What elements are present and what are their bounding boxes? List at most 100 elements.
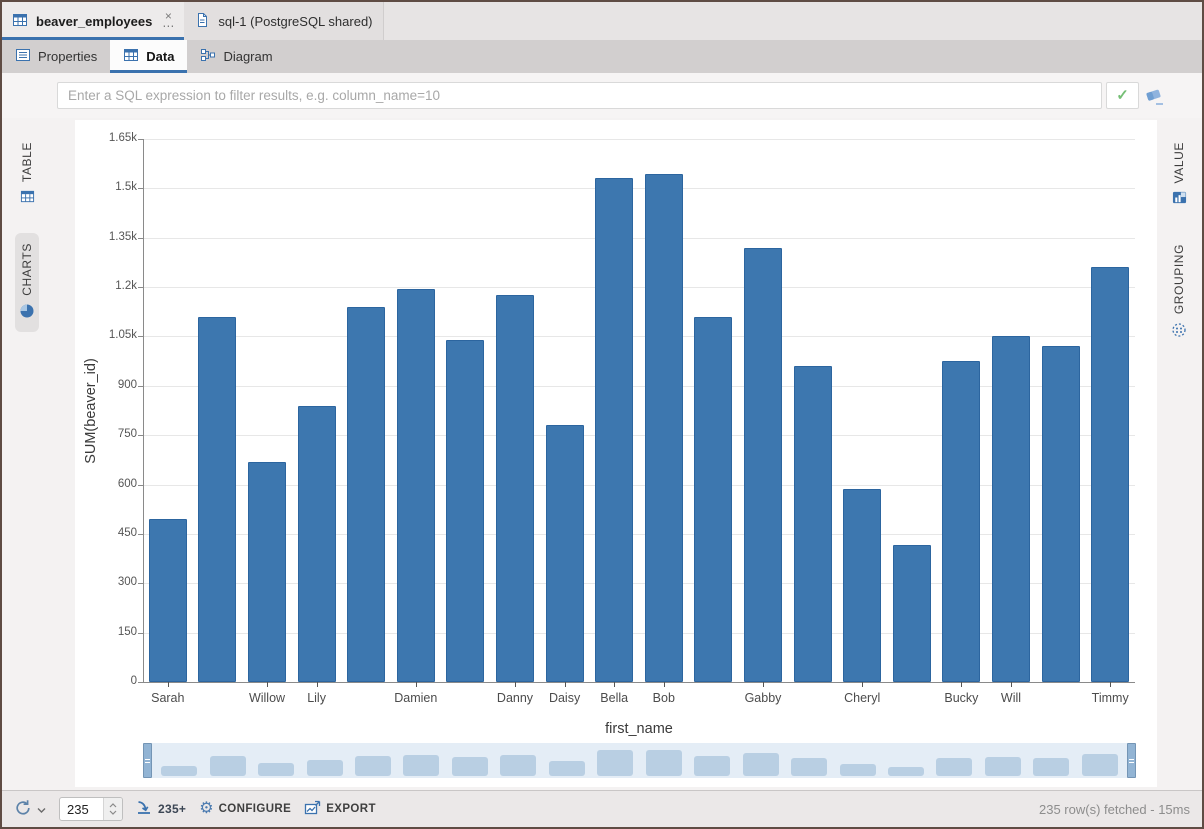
properties-icon bbox=[15, 47, 31, 66]
bar-col-7 bbox=[446, 339, 485, 682]
bar-Gabby bbox=[744, 247, 782, 682]
bar-col-14 bbox=[793, 366, 832, 682]
range-navigator-bar bbox=[984, 757, 1021, 776]
data-grid-icon bbox=[123, 47, 139, 66]
table-grid-icon bbox=[20, 189, 35, 207]
export-icon bbox=[304, 800, 321, 819]
table-icon bbox=[12, 12, 28, 31]
range-handle-left[interactable] bbox=[143, 743, 152, 778]
y-grid-line bbox=[143, 583, 1135, 585]
bar-Lily bbox=[297, 405, 336, 682]
vtab-table[interactable]: TABLE bbox=[16, 132, 39, 217]
overflow-icon[interactable]: ⋯ bbox=[162, 19, 175, 33]
tab-beaver-employees[interactable]: beaver_employees × ⋯ bbox=[2, 2, 185, 40]
range-navigator-bar bbox=[451, 757, 488, 776]
bar-Sarah bbox=[148, 519, 187, 682]
x-tick-label: Daisy bbox=[548, 691, 581, 705]
refresh-button[interactable] bbox=[14, 799, 46, 820]
range-navigator-bar bbox=[306, 760, 343, 776]
y-grid-line bbox=[143, 287, 1135, 289]
y-tick-mark bbox=[138, 336, 143, 338]
bar-Bella bbox=[595, 178, 634, 682]
x-tick-mark bbox=[267, 682, 268, 687]
y-grid-line bbox=[143, 533, 1135, 535]
tab-properties[interactable]: Properties bbox=[2, 40, 110, 73]
refresh-icon bbox=[14, 799, 32, 820]
y-tick-label: 450 bbox=[117, 526, 137, 539]
y-tick-mark bbox=[138, 632, 143, 634]
range-navigator-bar bbox=[258, 762, 295, 776]
configure-button[interactable]: ⚙ CONFIGURE bbox=[199, 801, 291, 817]
tab-diagram[interactable]: Diagram bbox=[187, 40, 285, 73]
bar-col-12 bbox=[694, 316, 733, 682]
x-tick-label: Bella bbox=[600, 691, 629, 705]
range-navigator-bar bbox=[839, 764, 876, 776]
y-tick-label: 0 bbox=[130, 675, 137, 687]
x-tick-mark bbox=[415, 682, 417, 687]
range-navigator-bar bbox=[548, 761, 585, 776]
range-navigator-bar bbox=[209, 756, 246, 776]
sql-filter-input[interactable] bbox=[57, 82, 1102, 109]
y-axis-line bbox=[143, 139, 144, 682]
results-chart: 0 150 300 450 600 750 900 1.05k 1.2k 1.35k 1.5k 1.6… bbox=[75, 120, 1157, 787]
range-navigator-bar bbox=[403, 754, 440, 776]
bar-Will bbox=[992, 336, 1030, 682]
result-tab-bar: Properties Data Diagram bbox=[2, 40, 1202, 73]
grouping-icon bbox=[1171, 322, 1187, 341]
erase-filter-button[interactable] bbox=[1143, 84, 1167, 108]
x-tick-mark bbox=[763, 682, 764, 687]
presentation-switcher: TABLE CHARTS bbox=[2, 118, 52, 790]
x-tick-mark bbox=[1011, 682, 1012, 687]
chevron-down-icon[interactable] bbox=[37, 802, 46, 817]
bar-Bucky bbox=[942, 361, 981, 682]
apply-filter-button[interactable]: ✓ bbox=[1106, 82, 1139, 109]
bar-value-icon bbox=[1172, 190, 1187, 208]
x-tick-label: Damien bbox=[394, 691, 438, 705]
close-icon[interactable]: × bbox=[164, 9, 172, 23]
tab-controls: × ⋯ bbox=[162, 9, 175, 33]
range-handle-right[interactable] bbox=[1127, 743, 1136, 778]
stepper-buttons[interactable] bbox=[103, 798, 122, 820]
y-tick-label: 1.05k bbox=[108, 329, 137, 342]
vtab-charts[interactable]: CHARTS bbox=[15, 233, 39, 332]
tab-label: sql-1 (PostgreSQL shared) bbox=[218, 13, 373, 29]
y-tick-label: 1.65k bbox=[108, 132, 137, 144]
diagram-icon bbox=[200, 47, 216, 66]
x-tick-label: Bucky bbox=[944, 691, 979, 705]
x-tick-mark bbox=[515, 682, 516, 687]
range-navigator-bar bbox=[161, 765, 198, 776]
y-grid-line bbox=[143, 632, 1135, 634]
y-grid-line bbox=[143, 188, 1135, 190]
range-navigator-bar bbox=[645, 749, 682, 776]
range-navigator-bar bbox=[1081, 753, 1118, 776]
x-tick-label: Sarah bbox=[151, 691, 185, 705]
chart-settings-switcher: VALUE GROUPING bbox=[1156, 118, 1202, 790]
x-tick-mark bbox=[167, 682, 169, 687]
bar-Cheryl bbox=[843, 489, 882, 682]
y-tick-label: 600 bbox=[117, 477, 137, 490]
vtab-value[interactable]: VALUE bbox=[1168, 132, 1191, 218]
x-tick-mark bbox=[316, 682, 318, 687]
vtab-label: VALUE bbox=[1172, 142, 1186, 184]
tab-label: beaver_employees bbox=[36, 13, 153, 29]
export-button[interactable]: EXPORT bbox=[304, 800, 376, 819]
y-tick-label: 1.35k bbox=[108, 230, 137, 243]
fetch-next-segment-button[interactable]: 235+ bbox=[136, 800, 186, 818]
row-limit-value: 235 bbox=[67, 801, 89, 817]
tab-data[interactable]: Data bbox=[110, 40, 188, 73]
y-tick-label: 1.5k bbox=[115, 181, 137, 194]
configure-label: CONFIGURE bbox=[218, 803, 292, 815]
fetch-segment-icon bbox=[136, 800, 153, 818]
bar-col-19 bbox=[1041, 346, 1080, 682]
tab-sql-1[interactable]: sql-1 (PostgreSQL shared) bbox=[184, 2, 384, 40]
gear-icon: ⚙ bbox=[199, 800, 214, 817]
row-limit-stepper[interactable]: 235 bbox=[59, 797, 123, 821]
y-grid-line bbox=[143, 139, 1135, 140]
bar-col-16 bbox=[892, 545, 931, 682]
x-tick-mark bbox=[961, 682, 963, 687]
vtab-grouping[interactable]: GROUPING bbox=[1167, 234, 1191, 350]
y-tick-mark bbox=[138, 533, 143, 535]
y-tick-label: 150 bbox=[117, 625, 137, 638]
x-tick-mark bbox=[862, 682, 864, 687]
